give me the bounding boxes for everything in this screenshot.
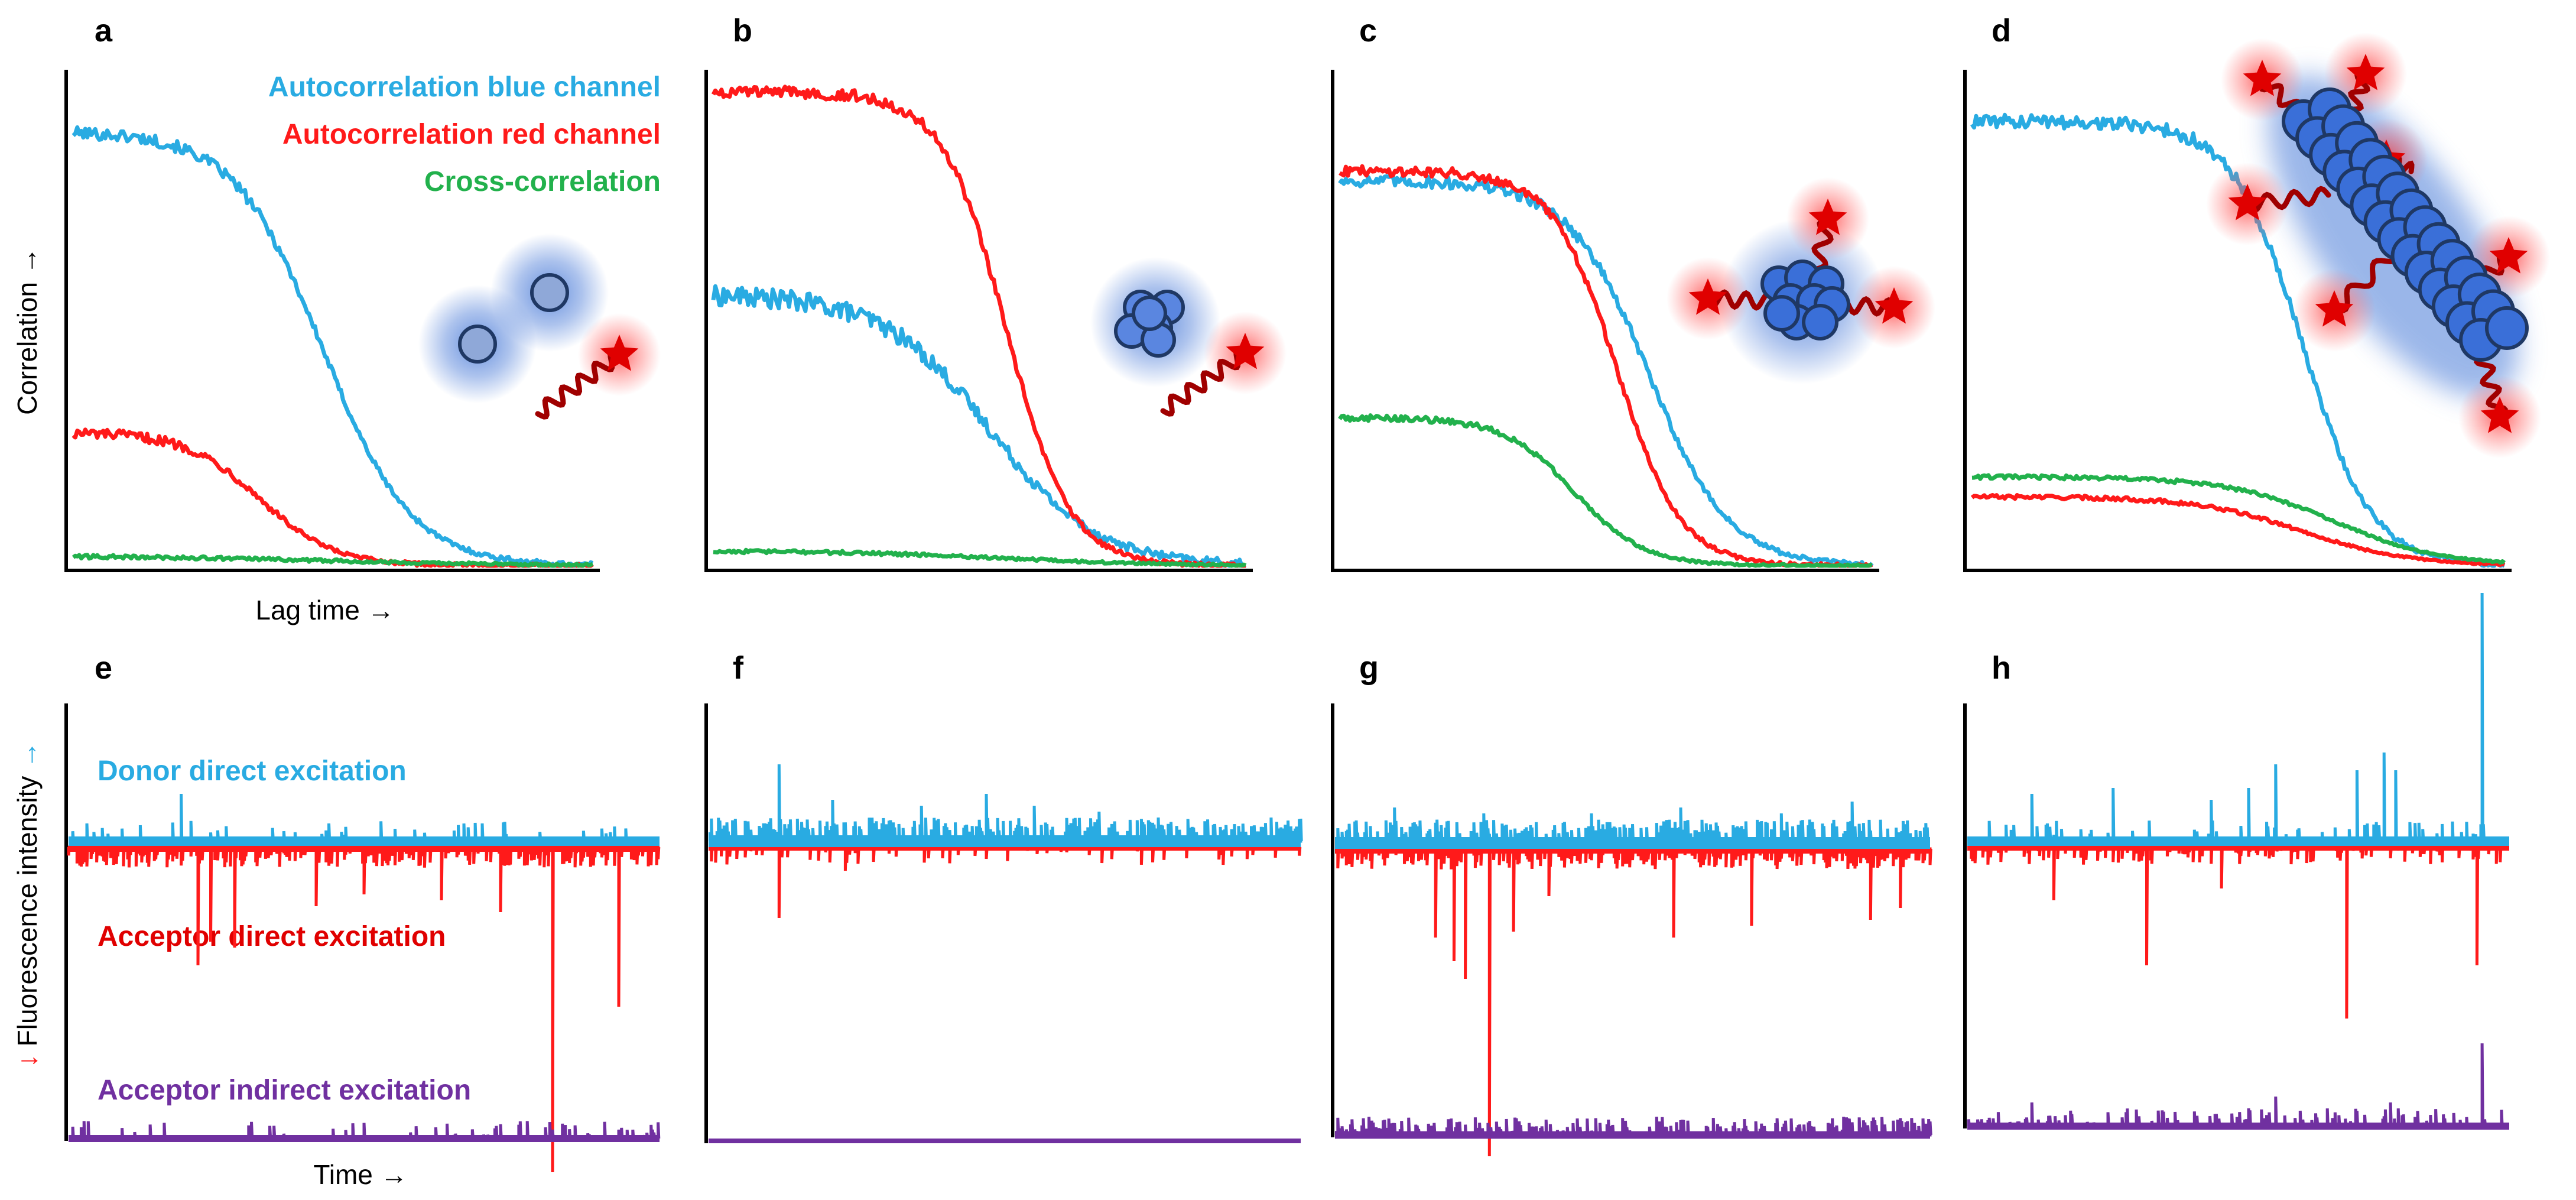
trace-red-panel-f	[709, 845, 1302, 919]
series-green-panel-d	[1971, 473, 2506, 565]
series-green-panel-b	[713, 547, 1247, 568]
panel-a	[64, 70, 600, 572]
series-red-panel-d	[1970, 493, 2506, 567]
axes-panel-c	[1331, 70, 1879, 572]
illustration-panel-b	[1090, 257, 1287, 417]
series-green-panel-c	[1338, 413, 1873, 568]
panel-letters: a b c d e f g h	[95, 13, 2011, 686]
bottom-x-axis-label: Time →	[313, 1159, 407, 1190]
particle	[1802, 304, 1838, 340]
trace-purple-panel-h	[1967, 1043, 2509, 1128]
dye-star	[1875, 287, 1914, 324]
dye-star	[1688, 278, 1727, 315]
dye-star	[2315, 290, 2354, 327]
dye-star	[2228, 184, 2267, 220]
panel-g	[1331, 703, 1932, 1157]
panel-letter-c: c	[1359, 13, 1377, 48]
particle	[1763, 295, 1800, 332]
panel-h	[1963, 592, 2509, 1130]
particle	[458, 325, 497, 364]
top-x-axis-label: Lag time →	[255, 595, 394, 625]
trace-red-panel-h	[1967, 845, 2509, 1019]
series-blue-panel-b	[711, 284, 1246, 568]
illustration-panel-d	[2206, 33, 2550, 458]
panel-letter-g: g	[1359, 650, 1379, 686]
trace-blue-panel-f	[708, 764, 1303, 843]
illustration-panel-a	[418, 233, 661, 420]
series-red-panel-a	[72, 427, 595, 568]
dye-star	[2243, 60, 2282, 96]
legend-green: Cross-correlation	[424, 166, 661, 197]
legend-red: Autocorrelation red channel	[282, 119, 661, 150]
trace-blue-panel-e	[69, 793, 660, 843]
label-acceptor-direct: Acceptor direct excitation	[98, 921, 446, 952]
y-label-arrow-down: ↓	[12, 1054, 43, 1068]
panel-letter-f: f	[733, 650, 744, 686]
panel-c	[1331, 70, 1879, 572]
axes-panel-d	[1963, 70, 2512, 572]
illustrations	[418, 33, 2550, 458]
dye-star	[1808, 199, 1847, 235]
trace-labels: Donor direct excitation Acceptor direct …	[98, 755, 471, 1106]
dye-star	[1226, 333, 1265, 369]
series-green-panel-a	[72, 553, 594, 568]
legend-blue: Autocorrelation blue channel	[268, 72, 661, 103]
dye-star	[2480, 397, 2519, 433]
panel-f	[704, 703, 1303, 1143]
particle	[1132, 296, 1167, 331]
legend: Autocorrelation blue channel Autocorrela…	[268, 72, 661, 197]
panel-letter-b: b	[733, 13, 752, 48]
series-blue-panel-c	[1338, 174, 1874, 568]
axes-panel-b	[704, 70, 1253, 572]
top-y-axis-label: Correlation →	[12, 247, 43, 415]
trace-red-panel-g	[1335, 847, 1932, 1157]
panel-letter-a: a	[95, 13, 113, 48]
panel-letter-e: e	[95, 650, 112, 686]
y-label-text: Fluorescence intensity	[12, 768, 43, 1054]
panels	[64, 70, 2512, 1173]
series-blue-panel-a	[72, 125, 594, 568]
dye-star	[2346, 54, 2385, 90]
trace-blue-panel-h	[1967, 592, 2509, 843]
dye-star	[600, 335, 639, 371]
particle	[2485, 306, 2529, 350]
label-acceptor-indirect: Acceptor indirect excitation	[98, 1075, 471, 1106]
panel-letter-h: h	[1992, 650, 2011, 686]
series-red-panel-b	[711, 85, 1246, 568]
bottom-y-axis-label: ↓ Fluorescence intensity →	[12, 741, 43, 1068]
panel-e	[64, 703, 661, 1173]
axes-panel-a	[64, 70, 600, 572]
panel-b	[704, 70, 1253, 572]
particle	[530, 273, 569, 312]
label-donor-direct: Donor direct excitation	[98, 755, 407, 787]
dye-star	[2489, 237, 2528, 274]
illustration-panel-c	[1667, 177, 1935, 384]
y-label-arrow-up: →	[12, 741, 43, 768]
trace-blue-panel-g	[1335, 801, 1930, 845]
panel-letter-d: d	[1992, 13, 2011, 48]
